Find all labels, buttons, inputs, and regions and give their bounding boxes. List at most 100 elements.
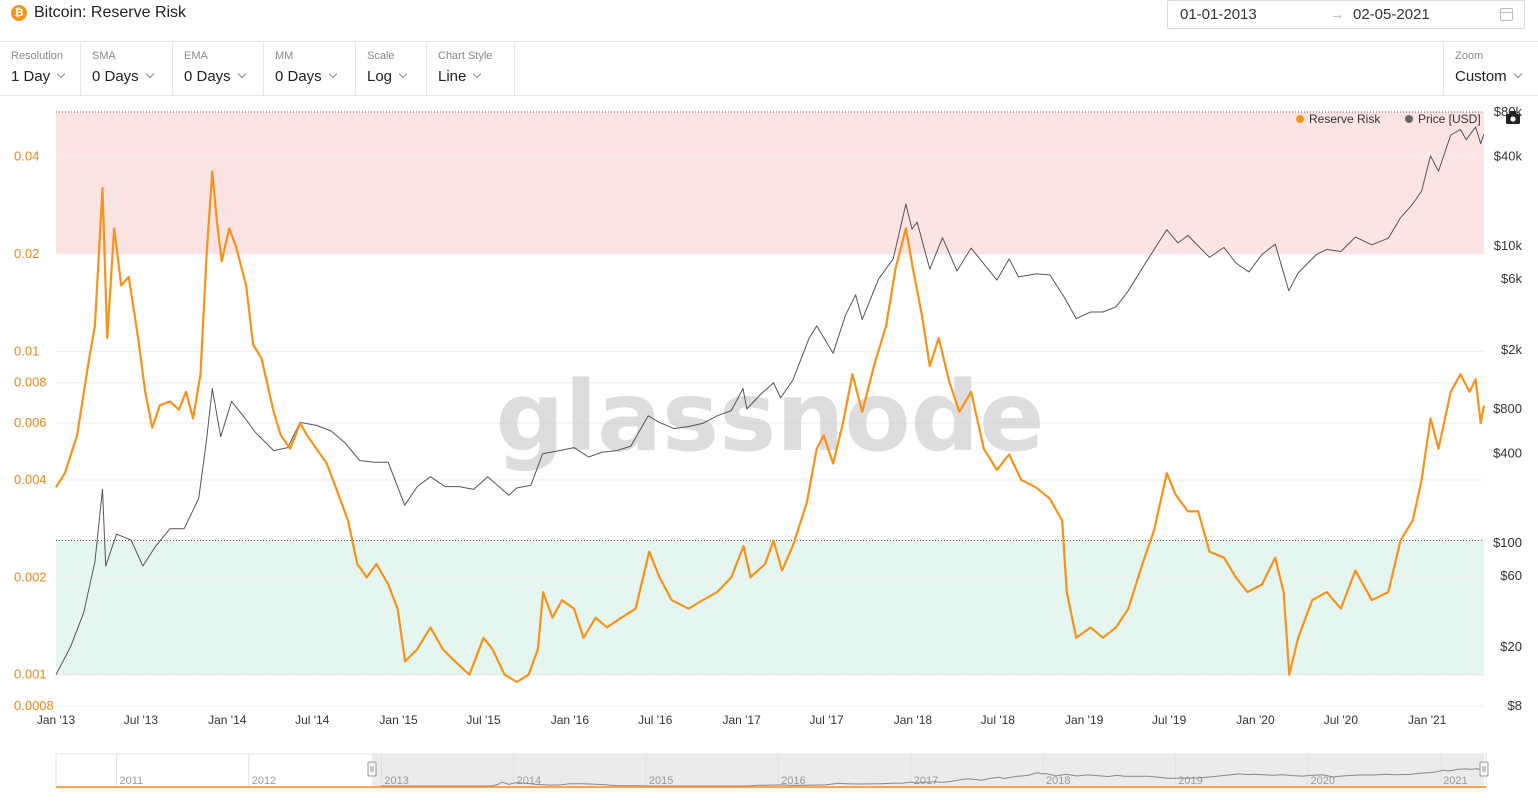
- camera-icon[interactable]: [1506, 111, 1520, 124]
- x-tick-label: Jul '20: [1324, 713, 1359, 727]
- legend[interactable]: Reserve Risk Price [USD]: [1296, 112, 1481, 126]
- x-tick-label: Jan '18: [894, 713, 933, 727]
- chart-style-select[interactable]: Chart Style Line: [427, 42, 515, 96]
- navigator-year-label: 2015: [649, 775, 673, 787]
- page-title: Bitcoin: Reserve Risk: [34, 4, 187, 21]
- chevron-down-icon: [145, 69, 154, 79]
- date-start-input[interactable]: 01-01-2013: [1180, 6, 1257, 23]
- left-tick-label: 0.004: [14, 472, 47, 487]
- zoom-value[interactable]: Custom: [1455, 68, 1522, 85]
- x-tick-label: Jul '17: [809, 713, 844, 727]
- x-axis: Jan '13 Jul '13 Jan '14 Jul '14 Jan '15 Jul '…: [37, 713, 1447, 727]
- zoom-select[interactable]: Zoom Custom: [1443, 42, 1538, 96]
- chart-toolbar: Resolution 1 Day SMA 0 Days EMA 0 Days M…: [0, 42, 1538, 96]
- reserve-risk-chart[interactable]: glassnode 0.00080.0010.0020.0040.0060.00…: [0, 96, 1538, 804]
- navigator-year-label: 2012: [252, 775, 276, 787]
- chart-style-label: Chart Style: [438, 50, 493, 62]
- x-tick-label: Jul '13: [124, 713, 159, 727]
- left-tick-label: 0.008: [14, 375, 47, 390]
- header-bar: ₿ Bitcoin: Reserve Risk 01-01-2013 → 02-…: [0, 0, 1538, 42]
- x-tick-label: Jan '15: [379, 713, 418, 727]
- scale-value-text: Log: [367, 68, 393, 85]
- chart-style-value[interactable]: Line: [438, 68, 482, 85]
- right-tick-label: $6k: [1501, 271, 1522, 286]
- navigator-right-handle[interactable]: [1479, 761, 1489, 777]
- resolution-select[interactable]: Resolution 1 Day: [0, 42, 81, 96]
- right-tick-label: $60: [1500, 568, 1522, 583]
- chart-style-value-text: Line: [438, 68, 467, 85]
- ema-select[interactable]: EMA 0 Days: [173, 42, 264, 96]
- legend-item-price[interactable]: Price [USD]: [1418, 112, 1481, 126]
- navigator-left-handle[interactable]: [367, 761, 377, 777]
- chevron-down-icon: [398, 69, 408, 79]
- ema-label: EMA: [184, 50, 208, 62]
- legend-item-reserve-risk[interactable]: Reserve Risk: [1309, 112, 1381, 126]
- navigator-year-label: 2013: [384, 775, 408, 787]
- calendar-icon[interactable]: [1500, 8, 1513, 21]
- price-line: [55, 126, 1485, 675]
- right-tick-label: $800: [1493, 401, 1522, 416]
- legend-swatch-reserve-risk: [1296, 115, 1304, 123]
- date-range-picker[interactable]: 01-01-2013 → 02-05-2021: [1167, 0, 1525, 29]
- sma-select[interactable]: SMA 0 Days: [81, 42, 173, 96]
- resolution-value-text: 1 Day: [11, 68, 51, 85]
- navigator-year-label: 2017: [914, 775, 938, 787]
- time-navigator[interactable]: 2011 2012 2013 2014 2015 2016 2017 2018 2019 2020…: [55, 753, 1489, 789]
- ema-value[interactable]: 0 Days: [184, 68, 246, 85]
- x-tick-label: Jul '19: [1152, 713, 1187, 727]
- x-tick-label: Jan '21: [1408, 713, 1447, 727]
- zoom-label: Zoom: [1455, 50, 1484, 62]
- right-tick-label: $8: [1508, 698, 1522, 713]
- right-tick-label: $10k: [1494, 238, 1523, 253]
- x-tick-label: Jan '16: [551, 713, 590, 727]
- chevron-down-icon: [1513, 69, 1522, 79]
- bitcoin-icon: ₿: [11, 5, 27, 21]
- mm-value[interactable]: 0 Days: [275, 68, 337, 85]
- navigator-year-label: 2016: [781, 775, 805, 787]
- x-tick-label: Jul '18: [981, 713, 1016, 727]
- sma-value-text: 0 Days: [92, 68, 139, 85]
- navigator-year-label: 2011: [120, 775, 144, 787]
- x-tick-label: Jan '14: [208, 713, 247, 727]
- resolution-value[interactable]: 1 Day: [11, 68, 66, 85]
- right-tick-label: $400: [1493, 446, 1522, 461]
- mm-label: MM: [275, 50, 294, 62]
- low-risk-band: [56, 540, 1484, 675]
- right-tick-label: $40k: [1494, 149, 1523, 164]
- sma-label: SMA: [92, 50, 116, 62]
- mm-select[interactable]: MM 0 Days: [264, 42, 356, 96]
- legend-swatch-price: [1405, 115, 1413, 123]
- left-tick-label: 0.01: [14, 343, 39, 358]
- sma-value[interactable]: 0 Days: [92, 68, 154, 85]
- x-tick-label: Jul '15: [466, 713, 501, 727]
- reserve-risk-line: [55, 170, 1486, 683]
- navigator-year-label: 2014: [517, 775, 541, 787]
- x-tick-label: Jul '14: [295, 713, 330, 727]
- grid-lines: [56, 156, 1484, 707]
- scale-select[interactable]: Scale Log: [356, 42, 427, 96]
- navigator-year-label: 2018: [1046, 775, 1070, 787]
- date-end-input[interactable]: 02-05-2021: [1353, 6, 1430, 23]
- chevron-down-icon: [237, 69, 246, 79]
- right-tick-label: $100: [1493, 535, 1522, 550]
- chevron-down-icon: [56, 69, 66, 79]
- high-risk-band: [56, 112, 1484, 255]
- left-tick-label: 0.001: [14, 667, 47, 682]
- navigator-year-label: 2020: [1311, 775, 1335, 787]
- mm-value-text: 0 Days: [275, 68, 322, 85]
- left-tick-label: 0.04: [14, 149, 39, 164]
- x-tick-label: Jan '19: [1065, 713, 1104, 727]
- left-axis: 0.0008 0.001 0.002 0.004 0.006 0.008 0.01 0.02 0…: [14, 149, 54, 713]
- arrow-right-icon: →: [1330, 6, 1344, 22]
- chevron-down-icon: [328, 69, 337, 79]
- left-tick-label: 0.0008: [14, 698, 54, 713]
- right-tick-label: $2k: [1501, 342, 1522, 357]
- ema-value-text: 0 Days: [184, 68, 231, 85]
- left-tick-label: 0.006: [14, 415, 47, 430]
- scale-value[interactable]: Log: [367, 68, 408, 85]
- right-axis: $8$20$60$100$400$800$2k$6k$10k$40k$80k: [1493, 104, 1522, 713]
- chevron-down-icon: [473, 69, 482, 79]
- x-tick-label: Jan '17: [722, 713, 761, 727]
- reserve-risk-series: [55, 170, 1486, 683]
- glassnode-watermark: glassnode: [496, 361, 1045, 473]
